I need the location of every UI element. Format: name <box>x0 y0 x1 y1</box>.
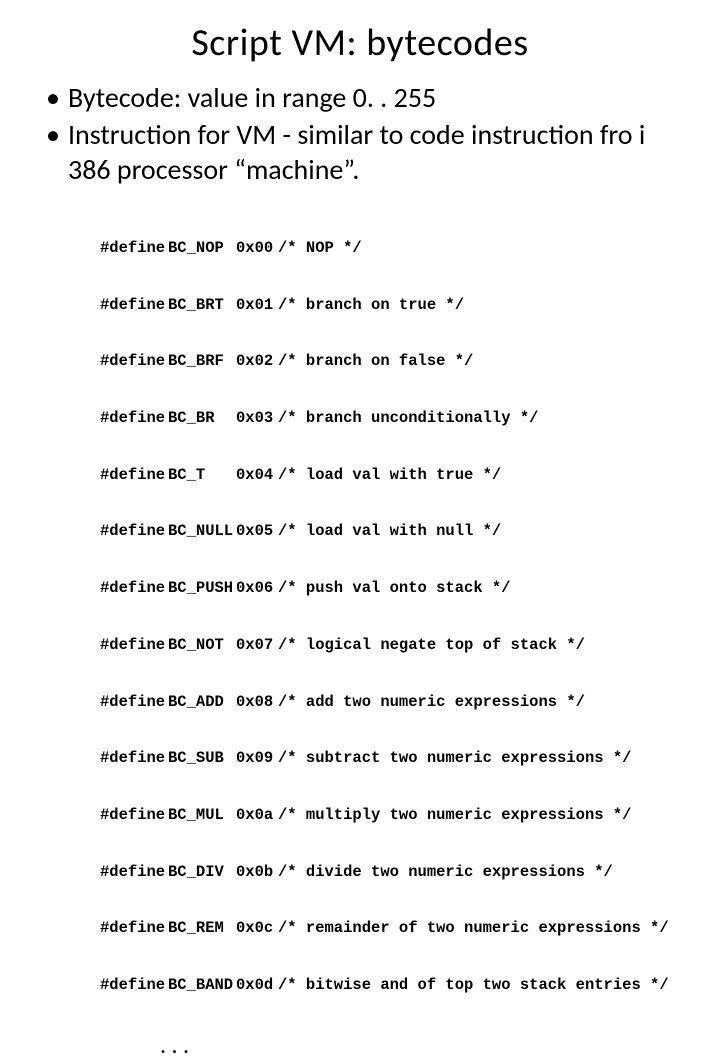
macro-name: BC_BRF <box>168 352 236 371</box>
code-row: #defineBC_PUSH0x06/* push val onto stack… <box>100 579 680 598</box>
define-keyword: #define <box>100 296 168 315</box>
code-row: #defineBC_REM0x0c/* remainder of two num… <box>100 919 680 938</box>
hex-value: 0x0c <box>236 919 278 938</box>
slide: Script VM: bytecodes Bytecode: value in … <box>0 0 720 540</box>
code-row: #defineBC_BR0x03/* branch unconditionall… <box>100 409 680 428</box>
code-row: #defineBC_BRF0x02/* branch on false */ <box>100 352 680 371</box>
define-keyword: #define <box>100 579 168 598</box>
define-keyword: #define <box>100 693 168 712</box>
macro-name: BC_BR <box>168 409 236 428</box>
macro-name: BC_SUB <box>168 749 236 768</box>
bullet-list: Bytecode: value in range 0. . 255 Instru… <box>44 80 680 187</box>
comment: /* NOP */ <box>278 239 362 257</box>
macro-name: BC_PUSH <box>168 579 236 598</box>
define-keyword: #define <box>100 919 168 938</box>
define-keyword: #define <box>100 522 168 541</box>
comment: /* divide two numeric expressions */ <box>278 863 613 881</box>
hex-value: 0x0b <box>236 863 278 882</box>
macro-name: BC_BRT <box>168 296 236 315</box>
hex-value: 0x0d <box>236 976 278 995</box>
comment: /* branch on true */ <box>278 296 464 314</box>
macro-name: BC_MUL <box>168 806 236 825</box>
hex-value: 0x04 <box>236 466 278 485</box>
comment: /* multiply two numeric expressions */ <box>278 806 631 824</box>
define-keyword: #define <box>100 806 168 825</box>
comment: /* branch unconditionally */ <box>278 409 538 427</box>
code-row: #defineBC_ADD0x08/* add two numeric expr… <box>100 693 680 712</box>
hex-value: 0x01 <box>236 296 278 315</box>
define-keyword: #define <box>100 976 168 995</box>
define-keyword: #define <box>100 239 168 258</box>
slide-title: Script VM: bytecodes <box>40 20 680 66</box>
define-keyword: #define <box>100 749 168 768</box>
define-keyword: #define <box>100 409 168 428</box>
code-row: #defineBC_DIV0x0b/* divide two numeric e… <box>100 863 680 882</box>
macro-name: BC_NOP <box>168 239 236 258</box>
code-row: #defineBC_MUL0x0a/* multiply two numeric… <box>100 806 680 825</box>
define-keyword: #define <box>100 636 168 655</box>
code-row: #defineBC_T0x04/* load val with true */ <box>100 466 680 485</box>
define-keyword: #define <box>100 863 168 882</box>
macro-name: BC_BAND <box>168 976 236 995</box>
hex-value: 0x02 <box>236 352 278 371</box>
comment: /* remainder of two numeric expressions … <box>278 919 669 937</box>
hex-value: 0x08 <box>236 693 278 712</box>
comment: /* load val with true */ <box>278 466 501 484</box>
hex-value: 0x07 <box>236 636 278 655</box>
hex-value: 0x03 <box>236 409 278 428</box>
macro-name: BC_REM <box>168 919 236 938</box>
code-row: #defineBC_BRT0x01/* branch on true */ <box>100 296 680 315</box>
hex-value: 0x09 <box>236 749 278 768</box>
comment: /* branch on false */ <box>278 352 473 370</box>
comment: /* push val onto stack */ <box>278 579 511 597</box>
macro-name: BC_T <box>168 466 236 485</box>
hex-value: 0x00 <box>236 239 278 258</box>
hex-value: 0x06 <box>236 579 278 598</box>
define-keyword: #define <box>100 466 168 485</box>
comment: /* bitwise and of top two stack entries … <box>278 976 669 994</box>
hex-value: 0x05 <box>236 522 278 541</box>
comment: /* subtract two numeric expressions */ <box>278 749 631 767</box>
comment: /* logical negate top of stack */ <box>278 636 585 654</box>
macro-name: BC_DIV <box>168 863 236 882</box>
code-row: #defineBC_BAND0x0d/* bitwise and of top … <box>100 976 680 995</box>
comment: /* add two numeric expressions */ <box>278 693 585 711</box>
code-row: #defineBC_NULL0x05/* load val with null … <box>100 522 680 541</box>
macro-name: BC_NOT <box>168 636 236 655</box>
code-row: #defineBC_NOP0x00/* NOP */ <box>100 239 680 258</box>
ellipsis: . . . <box>160 1031 680 1060</box>
macro-name: BC_ADD <box>168 693 236 712</box>
macro-name: BC_NULL <box>168 522 236 541</box>
comment: /* load val with null */ <box>278 522 501 540</box>
define-keyword: #define <box>100 352 168 371</box>
bullet-item: Bytecode: value in range 0. . 255 <box>44 80 680 115</box>
bullet-item: Instruction for VM - similar to code ins… <box>44 117 680 187</box>
hex-value: 0x0a <box>236 806 278 825</box>
code-row: #defineBC_NOT0x07/* logical negate top o… <box>100 636 680 655</box>
code-row: #defineBC_SUB0x09/* subtract two numeric… <box>100 749 680 768</box>
code-block: #defineBC_NOP0x00/* NOP */ #defineBC_BRT… <box>100 201 680 1033</box>
